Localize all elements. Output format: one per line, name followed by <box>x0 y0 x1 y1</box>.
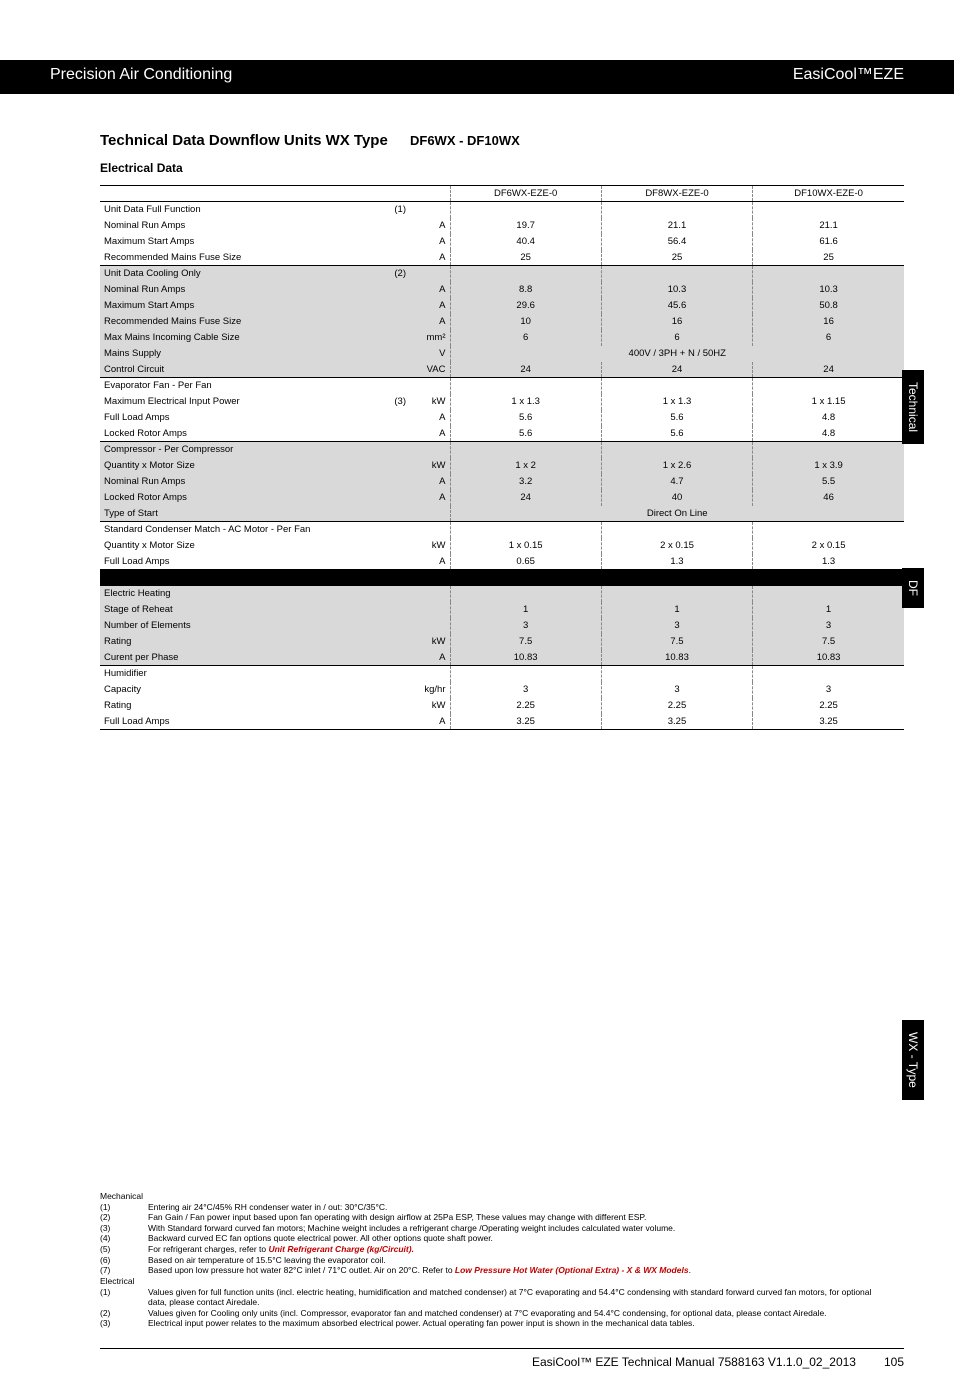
title-main: Technical Data Downflow Units WX Type <box>100 132 388 149</box>
section-title: Technical Data Downflow Units WX Type DF… <box>100 132 904 149</box>
title-sub: DF6WX - DF10WX <box>410 133 520 148</box>
content-area: Technical Data Downflow Units WX Type DF… <box>0 94 954 730</box>
subsection-title: Electrical Data <box>100 161 904 175</box>
footnotes: Mechanical(1)Entering air 24°C/45% RH co… <box>100 1191 880 1329</box>
footer-page: 105 <box>884 1355 904 1369</box>
page-footer: EasiCool™ EZE Technical Manual 7588163 V… <box>100 1348 904 1369</box>
data-table: DF6WX-EZE-0DF8WX-EZE-0DF10WX-EZE-0Unit D… <box>100 185 904 730</box>
footer-text: EasiCool™ EZE Technical Manual 7588163 V… <box>532 1355 856 1369</box>
header-right: EasiCool™EZE <box>793 66 904 84</box>
side-tab-technical: Technical <box>902 370 924 444</box>
page-header: Precision Air Conditioning EasiCool™EZE <box>0 60 954 94</box>
side-tab-wxtype: WX - Type <box>902 1020 924 1100</box>
side-tab-df: DF <box>902 568 924 608</box>
header-left: Precision Air Conditioning <box>50 66 232 84</box>
